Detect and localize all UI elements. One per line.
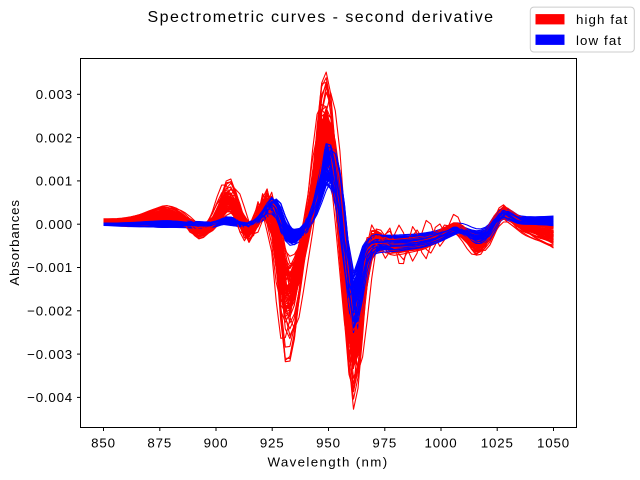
svg-text:850: 850 xyxy=(91,436,116,451)
svg-text:Absorbances: Absorbances xyxy=(7,199,22,285)
svg-text:1025: 1025 xyxy=(481,436,514,451)
svg-text:1050: 1050 xyxy=(537,436,570,451)
svg-text:−0.002: −0.002 xyxy=(27,304,73,319)
svg-text:0.002: 0.002 xyxy=(36,130,73,145)
svg-text:−0.001: −0.001 xyxy=(27,260,73,275)
svg-text:875: 875 xyxy=(147,436,172,451)
svg-text:low fat: low fat xyxy=(576,33,622,48)
svg-text:950: 950 xyxy=(316,436,341,451)
svg-text:1000: 1000 xyxy=(425,436,458,451)
svg-text:−0.003: −0.003 xyxy=(27,347,73,362)
svg-text:−0.004: −0.004 xyxy=(27,390,73,405)
svg-text:0.000: 0.000 xyxy=(36,217,73,232)
svg-text:0.003: 0.003 xyxy=(36,87,73,102)
svg-text:925: 925 xyxy=(260,436,285,451)
svg-text:high fat: high fat xyxy=(576,12,628,27)
svg-text:0.001: 0.001 xyxy=(36,174,73,189)
svg-text:975: 975 xyxy=(372,436,397,451)
svg-text:Wavelength (nm): Wavelength (nm) xyxy=(268,455,389,470)
svg-text:900: 900 xyxy=(204,436,229,451)
svg-text:Spectrometric curves - second: Spectrometric curves - second derivative xyxy=(148,9,495,26)
